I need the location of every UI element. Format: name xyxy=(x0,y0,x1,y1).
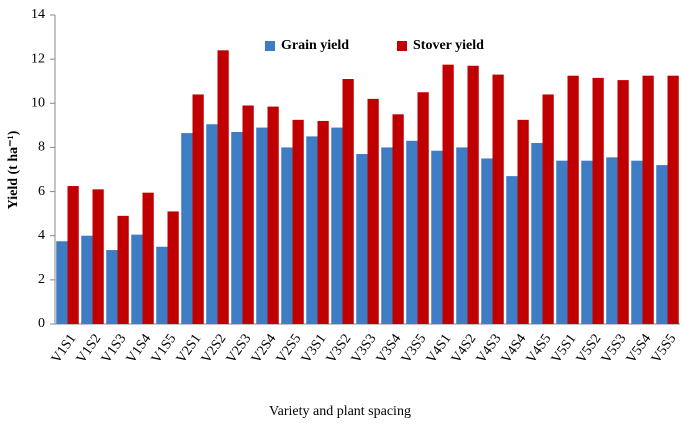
x-axis-title: Variety and plant spacing xyxy=(269,404,411,419)
bar xyxy=(456,147,468,324)
x-tick-label: V1S1 xyxy=(49,332,80,367)
bar xyxy=(156,246,168,324)
bar xyxy=(356,154,368,324)
x-tick-label: V2S4 xyxy=(249,332,280,367)
bar xyxy=(656,165,668,324)
bar xyxy=(417,92,429,324)
x-tick-label: V5S3 xyxy=(599,332,630,367)
x-tick-label: V4S2 xyxy=(449,332,480,367)
bar xyxy=(592,77,604,325)
bar xyxy=(481,158,493,324)
x-tick-label: V1S4 xyxy=(124,332,155,367)
y-tick-label: 0 xyxy=(38,316,45,331)
x-tick-label: V4S4 xyxy=(499,332,530,367)
bar xyxy=(381,147,393,324)
y-tick-label: 6 xyxy=(38,184,45,199)
bar xyxy=(181,133,193,324)
y-tick-label: 14 xyxy=(31,7,45,22)
bar xyxy=(131,234,143,324)
legend-swatch xyxy=(397,41,407,51)
bar xyxy=(567,75,579,324)
bar xyxy=(581,160,593,324)
bar xyxy=(367,98,379,324)
x-tick-label: V4S3 xyxy=(474,332,505,367)
bar xyxy=(517,119,529,324)
bar xyxy=(406,140,418,324)
bar xyxy=(442,64,454,325)
bar xyxy=(142,192,154,324)
x-tick-label: V2S5 xyxy=(274,332,305,367)
x-tick-label: V3S4 xyxy=(374,332,405,367)
x-tick-label: V5S5 xyxy=(649,332,680,367)
bar xyxy=(242,105,254,324)
legend-label: Stover yield xyxy=(413,38,484,53)
bar xyxy=(56,241,68,324)
x-tick-label: V5S1 xyxy=(549,332,580,367)
bar xyxy=(667,75,679,324)
bar xyxy=(506,176,518,324)
x-tick-label: V5S2 xyxy=(574,332,605,367)
bar xyxy=(106,250,118,324)
bar xyxy=(281,147,293,324)
x-tick-label: V4S5 xyxy=(524,332,555,367)
bar xyxy=(467,65,479,324)
bar xyxy=(256,127,268,324)
x-tick-label: V4S1 xyxy=(424,332,455,367)
x-tick-label: V1S3 xyxy=(99,332,130,367)
bar xyxy=(67,186,79,324)
y-tick-label: 8 xyxy=(38,140,45,155)
bar xyxy=(167,211,179,324)
legend-swatch xyxy=(265,41,275,51)
x-tick-label: V3S2 xyxy=(324,332,355,367)
y-tick-label: 2 xyxy=(38,272,45,287)
x-tick-label: V2S1 xyxy=(174,332,205,367)
bar xyxy=(531,143,543,324)
bar xyxy=(231,131,243,324)
bar xyxy=(642,75,654,324)
bar xyxy=(392,114,404,324)
y-axis-title: Yield (t ha⁻¹) xyxy=(6,130,21,209)
bar xyxy=(192,94,204,324)
bar xyxy=(117,215,129,324)
x-tick-label: V3S5 xyxy=(399,332,430,367)
bar xyxy=(631,160,643,324)
bar xyxy=(556,160,568,324)
bar xyxy=(542,94,554,324)
x-tick-label: V1S2 xyxy=(74,332,105,367)
x-tick-label: V1S5 xyxy=(149,332,180,367)
x-tick-label: V3S3 xyxy=(349,332,380,367)
bar xyxy=(342,79,354,324)
bar xyxy=(431,150,443,324)
x-tick-label: V3S1 xyxy=(299,332,330,367)
y-tick-label: 10 xyxy=(31,96,45,111)
bar xyxy=(617,80,629,324)
y-tick-label: 4 xyxy=(38,228,45,243)
legend-label: Grain yield xyxy=(281,38,349,53)
bar xyxy=(81,235,93,324)
bar xyxy=(267,106,279,324)
bar xyxy=(92,189,104,324)
bar xyxy=(606,157,618,324)
y-tick-label: 12 xyxy=(31,51,45,66)
x-tick-label: V2S2 xyxy=(199,332,230,367)
x-tick-label: V5S4 xyxy=(624,332,655,367)
bar xyxy=(306,136,318,324)
bar xyxy=(217,50,229,325)
bar xyxy=(331,127,343,324)
bar xyxy=(292,119,304,324)
x-tick-label: V2S3 xyxy=(224,332,255,367)
bar xyxy=(317,120,329,324)
bar xyxy=(206,124,218,324)
bar xyxy=(492,74,504,324)
